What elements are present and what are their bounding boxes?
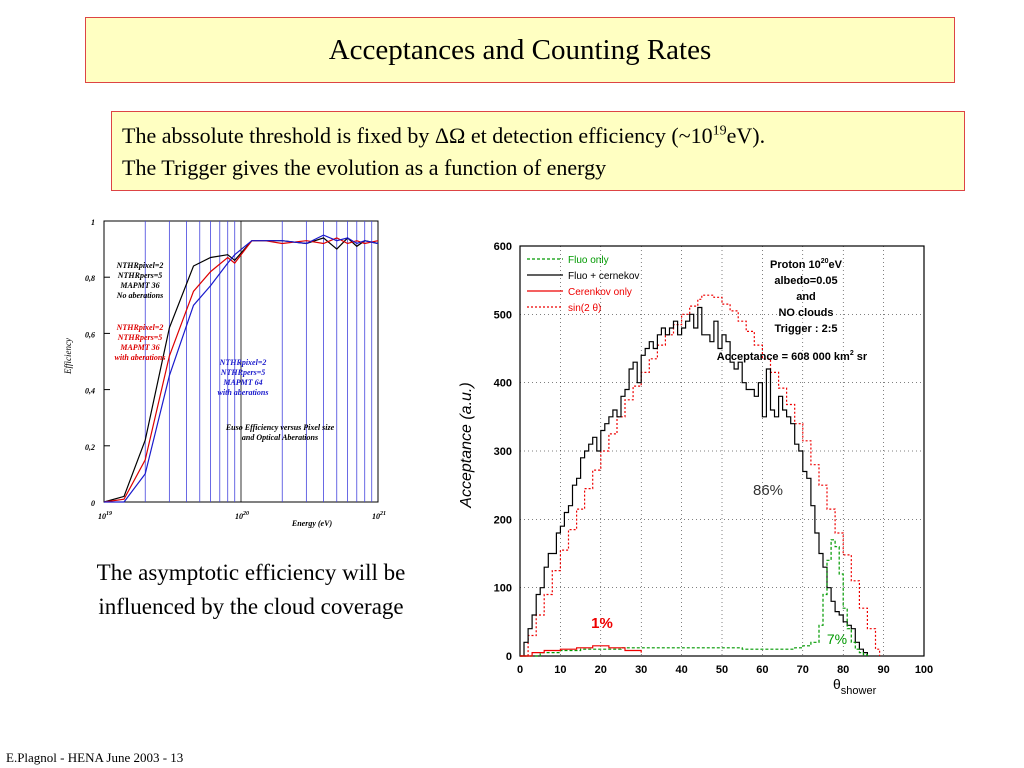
info-proton-base: Proton 10: [770, 259, 821, 271]
info-proton: Proton 1020eV: [770, 258, 843, 271]
y-tick-label: 100: [494, 583, 512, 595]
x-axis-label: Energy (eV): [291, 519, 333, 528]
x-tick-label: 70: [797, 664, 809, 676]
info-line: and: [796, 291, 816, 303]
y-axis-label: Acceptance (a.u.): [458, 382, 475, 508]
x-tick-label: 90: [877, 664, 889, 676]
legend-label: sin(2 θ): [568, 303, 601, 314]
legend-label: Fluo + cernekov: [568, 271, 639, 282]
info-line: NO clouds: [778, 307, 833, 319]
acceptance-series-line: [520, 294, 881, 657]
percent-label-main: 86%: [753, 482, 783, 499]
efficiency-annotation: NTHRpers=5: [220, 368, 266, 377]
info-proton-unit: eV: [829, 259, 843, 271]
y-tick-label: 0,4: [85, 387, 95, 396]
slide-title-text: Acceptances and Counting Rates: [328, 33, 712, 66]
efficiency-annotation: with aberations: [218, 388, 269, 397]
efficiency-annotation: Euso Efficiency versus Pixel size: [225, 423, 335, 432]
x-tick-label: 10: [554, 664, 566, 676]
efficiency-annotation: MAPMT 36: [119, 281, 159, 290]
acceptance-series-line: [520, 645, 642, 657]
plot-frame: [519, 245, 925, 657]
y-tick-label: 1: [91, 218, 95, 227]
y-tick-label: 300: [494, 446, 512, 458]
info-line2: The Trigger gives the evolution as a fun…: [122, 155, 607, 180]
x-tick-label: 60: [756, 664, 768, 676]
x-tick-label: 80: [837, 664, 849, 676]
y-tick-label: 0: [506, 651, 512, 663]
y-tick-label: 500: [494, 309, 512, 321]
x-tick-label: 40: [675, 664, 687, 676]
y-axis-label: Efficiency: [63, 338, 73, 375]
efficiency-series-line: [103, 237, 379, 503]
x-tick-label: 30: [635, 664, 647, 676]
x-axis-label: θshower: [833, 676, 877, 697]
x-tick-label: 20: [595, 664, 607, 676]
info-line: albedo=0.05: [774, 275, 837, 287]
x-tick-label: 1019: [98, 511, 112, 521]
y-tick-label: 400: [494, 378, 512, 390]
efficiency-annotation: NTHRpixel=2: [116, 261, 164, 270]
efficiency-annotation: MAPMT 64: [222, 378, 262, 387]
x-tick-label: 100: [915, 664, 933, 676]
caption-line2: influenced by the cloud coverage: [98, 594, 404, 619]
slide-title: Acceptances and Counting Rates: [85, 17, 955, 83]
info-line: Trigger : 2:5: [775, 323, 838, 335]
acceptance-unit: sr: [854, 351, 868, 363]
acceptance-series-line: [520, 306, 869, 657]
x-tick-label: 1020: [235, 511, 249, 521]
info-line1-end: eV).: [726, 123, 766, 148]
slide-footer: E.Plagnol - HENA June 2003 - 13: [6, 750, 184, 765]
y-tick-label: 600: [494, 241, 512, 253]
x-tick-label: 1021: [372, 511, 386, 521]
x-axis-sub: shower: [841, 685, 877, 697]
x-tick-exp: 20: [242, 511, 249, 517]
efficiency-annotation: NTHRpers=5: [117, 333, 163, 342]
y-tick-label: 0,2: [85, 443, 95, 452]
legend-label: Fluo only: [568, 255, 609, 266]
acceptance-label: Acceptance = 608 000 km2 sr: [717, 350, 868, 363]
y-tick-label: 0,8: [85, 274, 95, 283]
y-tick-label: 0: [91, 499, 95, 508]
efficiency-annotation: MAPMT 36: [119, 343, 159, 352]
info-proton-exp: 20: [821, 258, 829, 265]
percent-label-cerenkov: 1%: [591, 615, 613, 632]
percent-label-fluo: 7%: [827, 631, 847, 647]
x-tick-label: 0: [517, 664, 523, 676]
info-exponent: 19: [712, 123, 727, 139]
x-tick-label: 50: [716, 664, 728, 676]
efficiency-series-line: [103, 237, 379, 503]
y-tick-label: 200: [494, 514, 512, 526]
efficiency-annotation: with aberations: [115, 353, 166, 362]
efficiency-annotation: NTHRpixel=2: [116, 323, 164, 332]
plot-frame: [103, 220, 379, 503]
caption-line1: The asymptotic efficiency will be: [96, 560, 406, 585]
info-line1: The abssolute threshold is fixed by ΔΩ e…: [122, 123, 713, 148]
acceptance-base: Acceptance = 608 000 km: [717, 351, 850, 363]
info-box: The abssolute threshold is fixed by ΔΩ e…: [111, 111, 965, 191]
x-tick-base: 10: [98, 512, 106, 521]
x-tick-exp: 21: [379, 511, 386, 517]
efficiency-annotation: No aberations: [116, 291, 163, 300]
slide-caption: The asymptotic efficiency will be influe…: [52, 556, 450, 624]
efficiency-annotation: NTHRpers=5: [117, 271, 163, 280]
y-tick-label: 0,6: [85, 330, 95, 339]
acceptance-series-line: [520, 539, 869, 657]
x-tick-base: 10: [235, 512, 243, 521]
acceptance-exp: 2: [850, 350, 854, 357]
efficiency-series-line: [104, 234, 379, 503]
x-tick-base: 10: [372, 512, 380, 521]
efficiency-annotation: NTHRpixel=2: [219, 358, 267, 367]
x-tick-exp: 19: [106, 511, 112, 517]
x-axis-theta: θ: [833, 676, 841, 692]
efficiency-annotation: and Optical Aberations: [242, 433, 318, 442]
legend-label: Cerenkov only: [568, 287, 632, 298]
